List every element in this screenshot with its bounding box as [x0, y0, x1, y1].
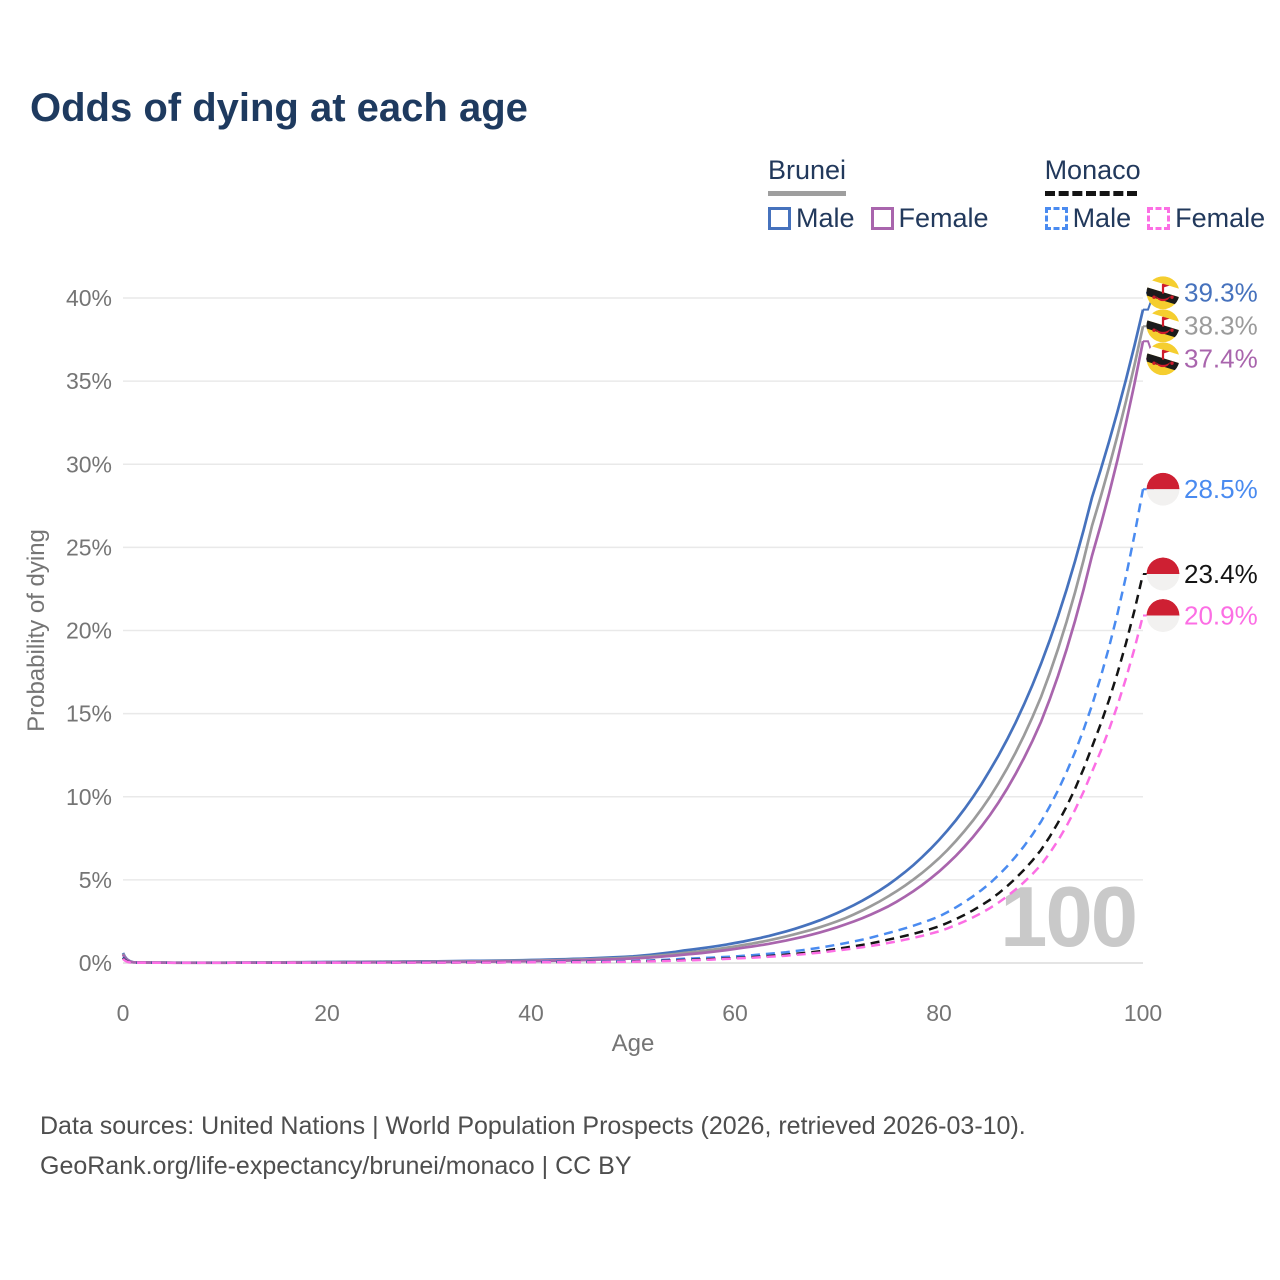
brunei-flag-icon	[1146, 342, 1180, 376]
y-tick-40%: 40%	[66, 285, 112, 311]
brunei-emblem	[1152, 283, 1174, 302]
legend: Brunei Male Female Monaco Male Female	[768, 155, 1280, 234]
end-label-monaco-female: 20.9%	[1184, 601, 1258, 631]
legend-underline-monaco	[1044, 190, 1137, 196]
legend-swatch-monaco-male	[1044, 206, 1068, 230]
series-line-monaco-female	[122, 615, 1145, 965]
legend-underline-brunei	[768, 190, 846, 196]
y-axis-tick-labels: 0% 5% 10% 15% 20% 25% 30% 35% 40%	[66, 285, 112, 976]
x-tick-0: 0	[117, 1000, 130, 1026]
legend-label-monaco-male: Male	[1072, 202, 1132, 233]
y-tick-5%: 5%	[79, 867, 112, 893]
x-axis-title: Age	[612, 1030, 655, 1057]
y-tick-30%: 30%	[66, 451, 112, 477]
legend-group-monaco: Monaco Male Female	[1044, 155, 1280, 234]
end-label-monaco-both: 23.4%	[1184, 559, 1258, 589]
brunei-flag-icon	[1146, 276, 1180, 310]
monaco-flag-icon	[1146, 599, 1180, 633]
legend-country-monaco: Monaco	[1044, 155, 1141, 185]
y-tick-25%: 25%	[66, 534, 112, 560]
y-axis-title: Probability of dying	[23, 529, 50, 732]
x-tick-40: 40	[518, 1000, 544, 1026]
y-tick-35%: 35%	[66, 368, 112, 394]
end-annotations: 39.3%38.3%37.4% 28.5% 23.4% 20.9%	[1143, 276, 1258, 633]
brunei-flag-icon	[1146, 309, 1180, 343]
series-line-brunei-female	[121, 340, 1145, 965]
legend-row-brunei: Male Female	[768, 203, 1005, 234]
y-tick-10%: 10%	[66, 784, 112, 810]
footer: Data sources: United Nations | World Pop…	[40, 1106, 1026, 1186]
legend-label-brunei-male: Male	[796, 202, 855, 233]
legend-row-monaco: Male Female	[1044, 202, 1280, 234]
series-lines	[121, 309, 1145, 965]
y-tick-15%: 15%	[66, 701, 112, 727]
end-label-brunei-both: 38.3%	[1184, 311, 1258, 341]
legend-group-brunei: Brunei Male Female	[768, 155, 1005, 234]
legend-swatch-brunei-male	[768, 206, 791, 230]
y-tick-20%: 20%	[66, 618, 112, 644]
end-label-brunei-female: 37.4%	[1184, 344, 1258, 374]
x-tick-60: 60	[722, 1000, 748, 1026]
legend-swatch-brunei-female	[870, 206, 894, 230]
footer-attribution: GeoRank.org/life-expectancy/brunei/monac…	[40, 1152, 632, 1180]
series-line-brunei-male	[121, 309, 1145, 965]
chart-title: Odds of dying at each age	[30, 86, 528, 130]
gridlines	[123, 297, 1143, 964]
y-tick-0%: 0%	[79, 950, 112, 976]
series-line-monaco-male	[122, 488, 1145, 965]
x-tick-20: 20	[314, 1000, 340, 1026]
series-line-brunei-both	[121, 326, 1145, 965]
x-tick-100: 100	[1124, 1000, 1162, 1026]
monaco-flag-icon	[1146, 472, 1180, 506]
brunei-emblem	[1152, 349, 1174, 368]
end-label-monaco-male: 28.5%	[1184, 474, 1258, 504]
legend-label-brunei-female: Female	[898, 202, 989, 233]
monaco-flag-icon	[1146, 557, 1180, 591]
end-label-brunei-male: 39.3%	[1184, 278, 1258, 308]
brunei-emblem	[1152, 316, 1174, 335]
x-tick-80: 80	[926, 1000, 952, 1026]
x-axis-tick-labels: 0 20 40 60 80 100	[117, 1000, 1163, 1026]
legend-country-brunei: Brunei	[768, 155, 847, 185]
footer-sources: Data sources: United Nations | World Pop…	[40, 1112, 1026, 1140]
watermark-age-100: 100	[1000, 870, 1136, 965]
legend-label-monaco-female: Female	[1175, 202, 1266, 233]
legend-swatch-monaco-female	[1147, 206, 1171, 230]
